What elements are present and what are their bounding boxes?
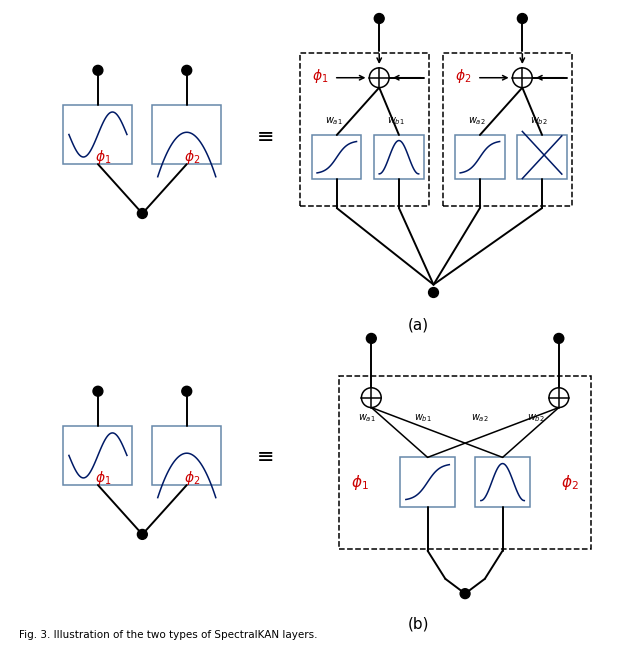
Text: $\equiv$: $\equiv$ [252, 446, 273, 465]
Circle shape [362, 388, 381, 408]
Bar [152, 105, 221, 164]
Text: $\phi_1$: $\phi_1$ [95, 148, 111, 166]
Circle shape [369, 68, 389, 87]
Text: $\phi_2$: $\phi_2$ [184, 469, 200, 487]
Text: $\phi_1$: $\phi_1$ [312, 67, 328, 85]
Text: $\phi_1$: $\phi_1$ [351, 473, 369, 492]
Circle shape [182, 66, 192, 75]
Bar [312, 135, 362, 179]
Text: $\equiv$: $\equiv$ [252, 124, 273, 144]
Bar [455, 135, 504, 179]
Circle shape [460, 589, 470, 598]
Circle shape [429, 287, 438, 297]
Text: $\phi_1$: $\phi_1$ [95, 469, 111, 487]
Circle shape [513, 68, 532, 87]
Circle shape [138, 209, 147, 218]
Circle shape [182, 387, 192, 396]
Bar [444, 53, 572, 206]
Text: $w_{b1}$: $w_{b1}$ [387, 115, 405, 127]
Circle shape [554, 334, 564, 344]
Bar [152, 426, 221, 485]
Circle shape [366, 334, 376, 344]
Bar [374, 135, 424, 179]
Text: $w_{a2}$: $w_{a2}$ [471, 412, 489, 424]
Text: $w_{a1}$: $w_{a1}$ [325, 115, 342, 127]
Text: (b): (b) [408, 616, 429, 632]
Text: (a): (a) [408, 317, 429, 332]
Bar [401, 457, 455, 506]
Circle shape [93, 387, 103, 396]
Circle shape [93, 66, 103, 75]
Text: $\phi_2$: $\phi_2$ [184, 148, 200, 166]
Circle shape [517, 13, 527, 23]
Text: $w_{b1}$: $w_{b1}$ [413, 412, 431, 424]
Bar [476, 457, 530, 506]
Bar [300, 53, 429, 206]
Text: $w_{a2}$: $w_{a2}$ [468, 115, 486, 127]
Text: $w_{b2}$: $w_{b2}$ [530, 115, 548, 127]
Circle shape [549, 388, 569, 408]
Text: $\phi_2$: $\phi_2$ [455, 67, 472, 85]
Bar [339, 376, 591, 549]
Circle shape [374, 13, 384, 23]
Text: $w_{b2}$: $w_{b2}$ [527, 412, 545, 424]
Text: Fig. 3. Illustration of the two types of SpectralKAN layers.: Fig. 3. Illustration of the two types of… [19, 630, 317, 640]
Circle shape [138, 530, 147, 540]
Bar [63, 426, 132, 485]
Bar [517, 135, 567, 179]
Text: $w_{a1}$: $w_{a1}$ [358, 412, 375, 424]
Text: $\phi_2$: $\phi_2$ [561, 473, 579, 492]
Bar [63, 105, 132, 164]
